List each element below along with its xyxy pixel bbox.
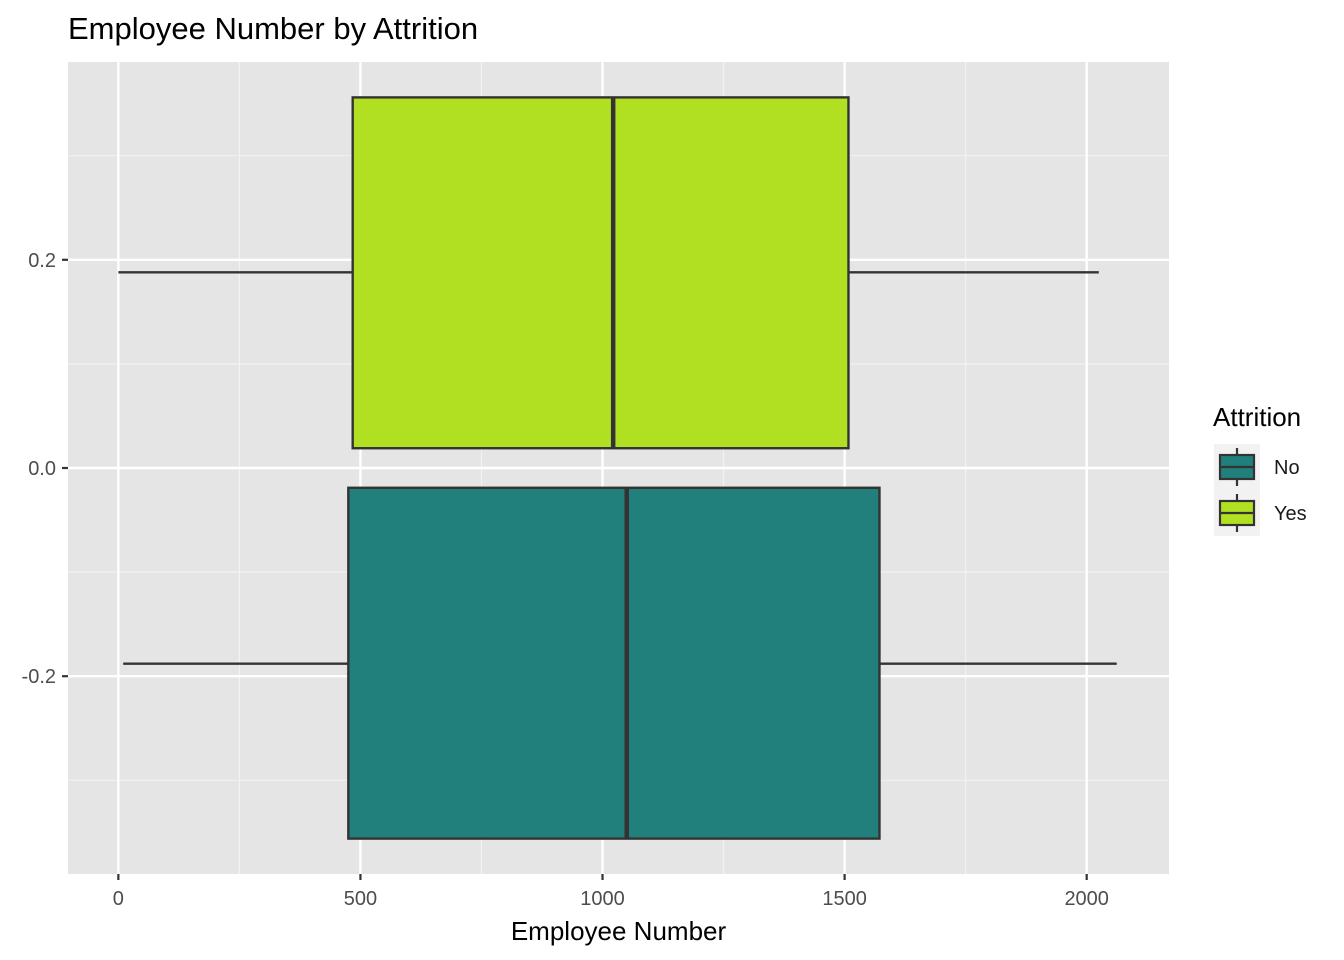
x-tick-label: 1000 bbox=[580, 888, 625, 910]
x-axis: 0 500 1000 1500 2000 bbox=[113, 874, 1109, 910]
chart-title: Employee Number by Attrition bbox=[68, 11, 478, 46]
y-tick-label: 0.0 bbox=[28, 458, 56, 480]
legend-key-no bbox=[1214, 444, 1260, 490]
boxplot-series bbox=[118, 96, 1117, 840]
legend-title: Attrition bbox=[1213, 402, 1301, 432]
x-tick-label: 500 bbox=[344, 888, 377, 910]
x-tick-label: 1500 bbox=[822, 888, 867, 910]
y-tick-label: -0.2 bbox=[22, 666, 56, 688]
legend: Attrition No Yes bbox=[1213, 402, 1307, 536]
iqr-box-yes bbox=[351, 96, 850, 450]
box-yes bbox=[118, 96, 1099, 450]
y-axis: 0.2 0.0 -0.2 bbox=[22, 250, 68, 688]
x-tick-label: 2000 bbox=[1064, 888, 1109, 910]
legend-label-yes: Yes bbox=[1274, 503, 1307, 525]
iqr-box-no bbox=[347, 486, 881, 840]
x-tick-label: 0 bbox=[113, 888, 124, 910]
y-tick-label: 0.2 bbox=[28, 250, 56, 272]
x-axis-title: Employee Number bbox=[511, 916, 727, 946]
legend-key-yes bbox=[1214, 490, 1260, 536]
box-no bbox=[123, 486, 1117, 840]
legend-label-no: No bbox=[1274, 457, 1300, 479]
